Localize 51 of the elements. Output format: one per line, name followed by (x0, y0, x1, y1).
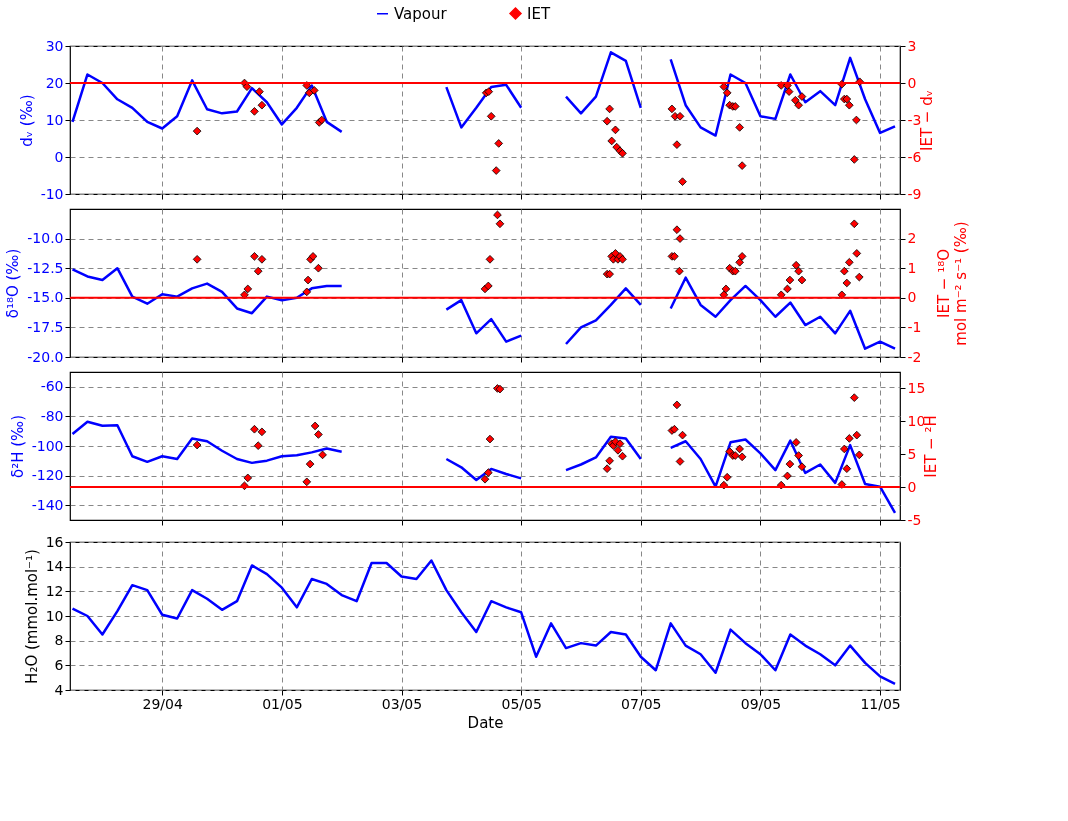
x-tick-label: 29/04 (142, 695, 183, 712)
y-tick-label: 12 (45, 582, 64, 599)
y-tick-label: -12.5 (27, 259, 64, 276)
legend-label: Vapour (394, 4, 448, 23)
y2-tick-label: 5 (907, 445, 917, 462)
y-tick-label: 30 (45, 37, 64, 54)
x-tick-label: 05/05 (501, 695, 542, 712)
y-tick-label: 20 (45, 74, 64, 91)
y-axis-title: H₂O (mmol.mol⁻¹) (22, 549, 41, 684)
y-tick-label: 10 (45, 111, 64, 128)
y2-tick-label: -2 (907, 348, 922, 365)
y-tick-label: -120 (31, 467, 64, 484)
y-tick-label: -15.0 (27, 289, 64, 306)
y-axis-title: δ²H (‰) (8, 414, 27, 479)
y2-axis-title: IET − ¹⁸O mol m⁻² s⁻¹ (‰) (935, 221, 971, 346)
y-tick-label: -140 (31, 496, 64, 513)
y-tick-label: 14 (45, 558, 64, 575)
y2-tick-label: -9 (907, 185, 922, 202)
y-tick-label: 16 (45, 533, 64, 550)
legend-label: IET (527, 4, 551, 23)
y2-tick-label: -1 (907, 318, 922, 335)
x-axis-title: Date (467, 713, 504, 732)
y2-tick-label: 0 (907, 478, 917, 495)
x-tick-label: 07/05 (621, 695, 662, 712)
y2-tick-label: 15 (907, 379, 926, 396)
y-axis-title: δ¹⁸O (‰) (4, 248, 23, 319)
y2-tick-label: 3 (907, 37, 917, 54)
y-tick-label: -60 (40, 378, 64, 395)
y2-tick-label: 0 (907, 289, 917, 306)
y-tick-label: -10.0 (27, 230, 64, 247)
y2-tick-label: 10 (907, 412, 926, 429)
y-tick-label: 8 (54, 632, 64, 649)
y2-tick-label: -3 (907, 111, 922, 128)
y-tick-label: -100 (31, 437, 64, 454)
y-tick-label: -80 (40, 407, 64, 424)
y2-tick-label: 0 (907, 74, 917, 91)
y2-tick-label: -5 (907, 511, 922, 528)
y-tick-label: 4 (54, 681, 64, 698)
x-tick-label: 03/05 (381, 695, 423, 712)
y-tick-label: 0 (54, 148, 64, 165)
y-tick-label: -10 (40, 185, 64, 202)
x-tick-label: 11/05 (860, 695, 901, 712)
y2-tick-label: 2 (907, 230, 917, 247)
x-tick-label: 09/05 (740, 695, 782, 712)
y-tick-label: -17.5 (27, 318, 64, 335)
y-tick-label: 10 (45, 607, 64, 624)
y-tick-label: -20.0 (27, 348, 64, 365)
y2-tick-label: 1 (907, 259, 917, 276)
y-axis-title: dᵥ (‰) (17, 94, 36, 147)
x-tick-label: 01/05 (262, 695, 303, 712)
y-tick-label: 6 (54, 656, 64, 673)
